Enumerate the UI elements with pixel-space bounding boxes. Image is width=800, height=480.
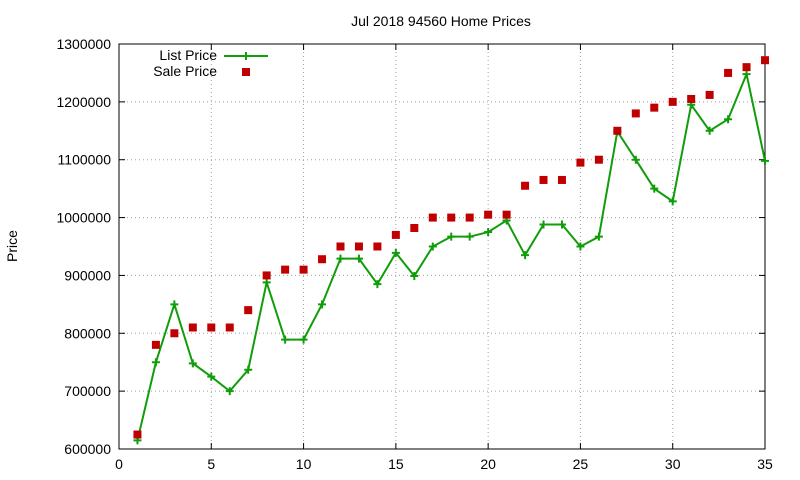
- data-point-sale-price: [502, 210, 511, 219]
- axis-ticks: 0 5 10 15 20 25 30 35 600000 700000 800000 900000 10…: [56, 36, 773, 472]
- data-point-list-price: [521, 251, 530, 260]
- data-point-sale-price: [410, 223, 419, 232]
- data-point-list-price: [742, 70, 751, 79]
- legend-marker-sale-price: [242, 68, 250, 76]
- data-point-list-price: [299, 335, 308, 344]
- x-tick-label: 35: [757, 456, 773, 472]
- data-point-sale-price: [244, 306, 253, 315]
- data-point-list-price: [391, 248, 400, 257]
- data-point-sale-price: [539, 175, 548, 184]
- data-point-list-price: [594, 232, 603, 241]
- data-point-sale-price: [576, 158, 585, 167]
- y-tick-label: 1100000: [58, 152, 112, 168]
- legend-label-sale-price: Sale Price: [153, 63, 217, 79]
- data-point-sale-price: [631, 109, 640, 118]
- data-point-list-price: [262, 278, 271, 287]
- data-point-sale-price: [391, 230, 400, 239]
- data-point-sale-price: [133, 430, 142, 439]
- data-point-list-price: [428, 242, 437, 251]
- data-point-list-price: [170, 300, 179, 309]
- y-tick-label: 900000: [64, 267, 111, 283]
- y-tick-label: 600000: [64, 441, 111, 457]
- data-point-sale-price: [484, 210, 493, 219]
- data-point-sale-price: [207, 323, 216, 332]
- data-point-list-price: [724, 115, 733, 124]
- data-point-sale-price: [336, 242, 345, 251]
- data-point-list-price: [225, 387, 234, 396]
- data-point-sale-price: [668, 97, 677, 106]
- plot-frame: [118, 43, 766, 450]
- data-point-list-price: [410, 272, 419, 281]
- data-point-list-price: [354, 254, 363, 263]
- data-point-list-price: [336, 254, 345, 263]
- data-point-sale-price: [299, 265, 308, 274]
- data-point-list-price: [447, 232, 456, 241]
- data-point-sale-price: [742, 63, 751, 72]
- y-tick-label: 700000: [64, 383, 111, 399]
- y-tick-label: 800000: [64, 325, 111, 341]
- series-layer: [133, 56, 769, 445]
- data-point-sale-price: [281, 265, 290, 274]
- data-point-list-price: [244, 365, 253, 374]
- y-tick-label: 1200000: [56, 94, 111, 110]
- data-point-sale-price: [447, 213, 456, 222]
- data-point-list-price: [484, 228, 493, 237]
- data-point-sale-price: [724, 68, 733, 77]
- x-tick-label: 15: [388, 456, 404, 472]
- data-point-list-price: [373, 280, 382, 289]
- data-point-list-price: [281, 335, 290, 344]
- x-tick-label: 10: [296, 456, 312, 472]
- data-point-sale-price: [705, 90, 714, 99]
- data-point-sale-price: [557, 175, 566, 184]
- legend-marker-list-price: [242, 52, 250, 60]
- x-tick-label: 0: [115, 456, 123, 472]
- x-tick-label: 5: [207, 456, 215, 472]
- data-point-list-price: [668, 197, 677, 206]
- data-point-sale-price: [318, 255, 327, 264]
- data-point-sale-price: [465, 213, 474, 222]
- data-point-sale-price: [687, 94, 696, 103]
- data-point-list-price: [705, 126, 714, 135]
- data-point-list-price: [318, 300, 327, 309]
- data-point-sale-price: [650, 103, 659, 112]
- data-point-list-price: [188, 359, 197, 368]
- data-point-list-price: [151, 358, 160, 367]
- y-tick-label: 1300000: [56, 36, 111, 52]
- chart-title: Jul 2018 94560 Home Prices: [351, 13, 531, 29]
- data-point-list-price: [576, 242, 585, 251]
- data-point-sale-price: [151, 340, 160, 349]
- data-point-sale-price: [188, 323, 197, 332]
- data-point-sale-price: [428, 213, 437, 222]
- data-point-sale-price: [262, 271, 271, 280]
- x-tick-label: 25: [573, 456, 589, 472]
- y-axis-label: Price: [4, 230, 20, 262]
- data-point-sale-price: [170, 329, 179, 338]
- data-point-list-price: [650, 184, 659, 193]
- data-point-sale-price: [761, 56, 769, 65]
- data-point-sale-price: [521, 181, 530, 190]
- data-point-list-price: [557, 220, 566, 229]
- data-point-list-price: [207, 372, 216, 381]
- data-point-list-price: [761, 156, 769, 165]
- data-point-sale-price: [225, 323, 234, 332]
- data-point-sale-price: [354, 242, 363, 251]
- legend-label-list-price: List Price: [159, 47, 217, 63]
- data-point-list-price: [465, 232, 474, 241]
- data-point-list-price: [539, 220, 548, 229]
- data-point-sale-price: [613, 126, 622, 135]
- data-point-sale-price: [594, 155, 603, 164]
- x-tick-label: 20: [480, 456, 496, 472]
- data-point-list-price: [631, 155, 640, 164]
- y-tick-label: 1000000: [56, 210, 111, 226]
- legend: List Price Sale Price: [153, 47, 268, 79]
- series-sale-price: [133, 56, 769, 439]
- x-tick-label: 30: [665, 456, 681, 472]
- data-point-sale-price: [373, 242, 382, 251]
